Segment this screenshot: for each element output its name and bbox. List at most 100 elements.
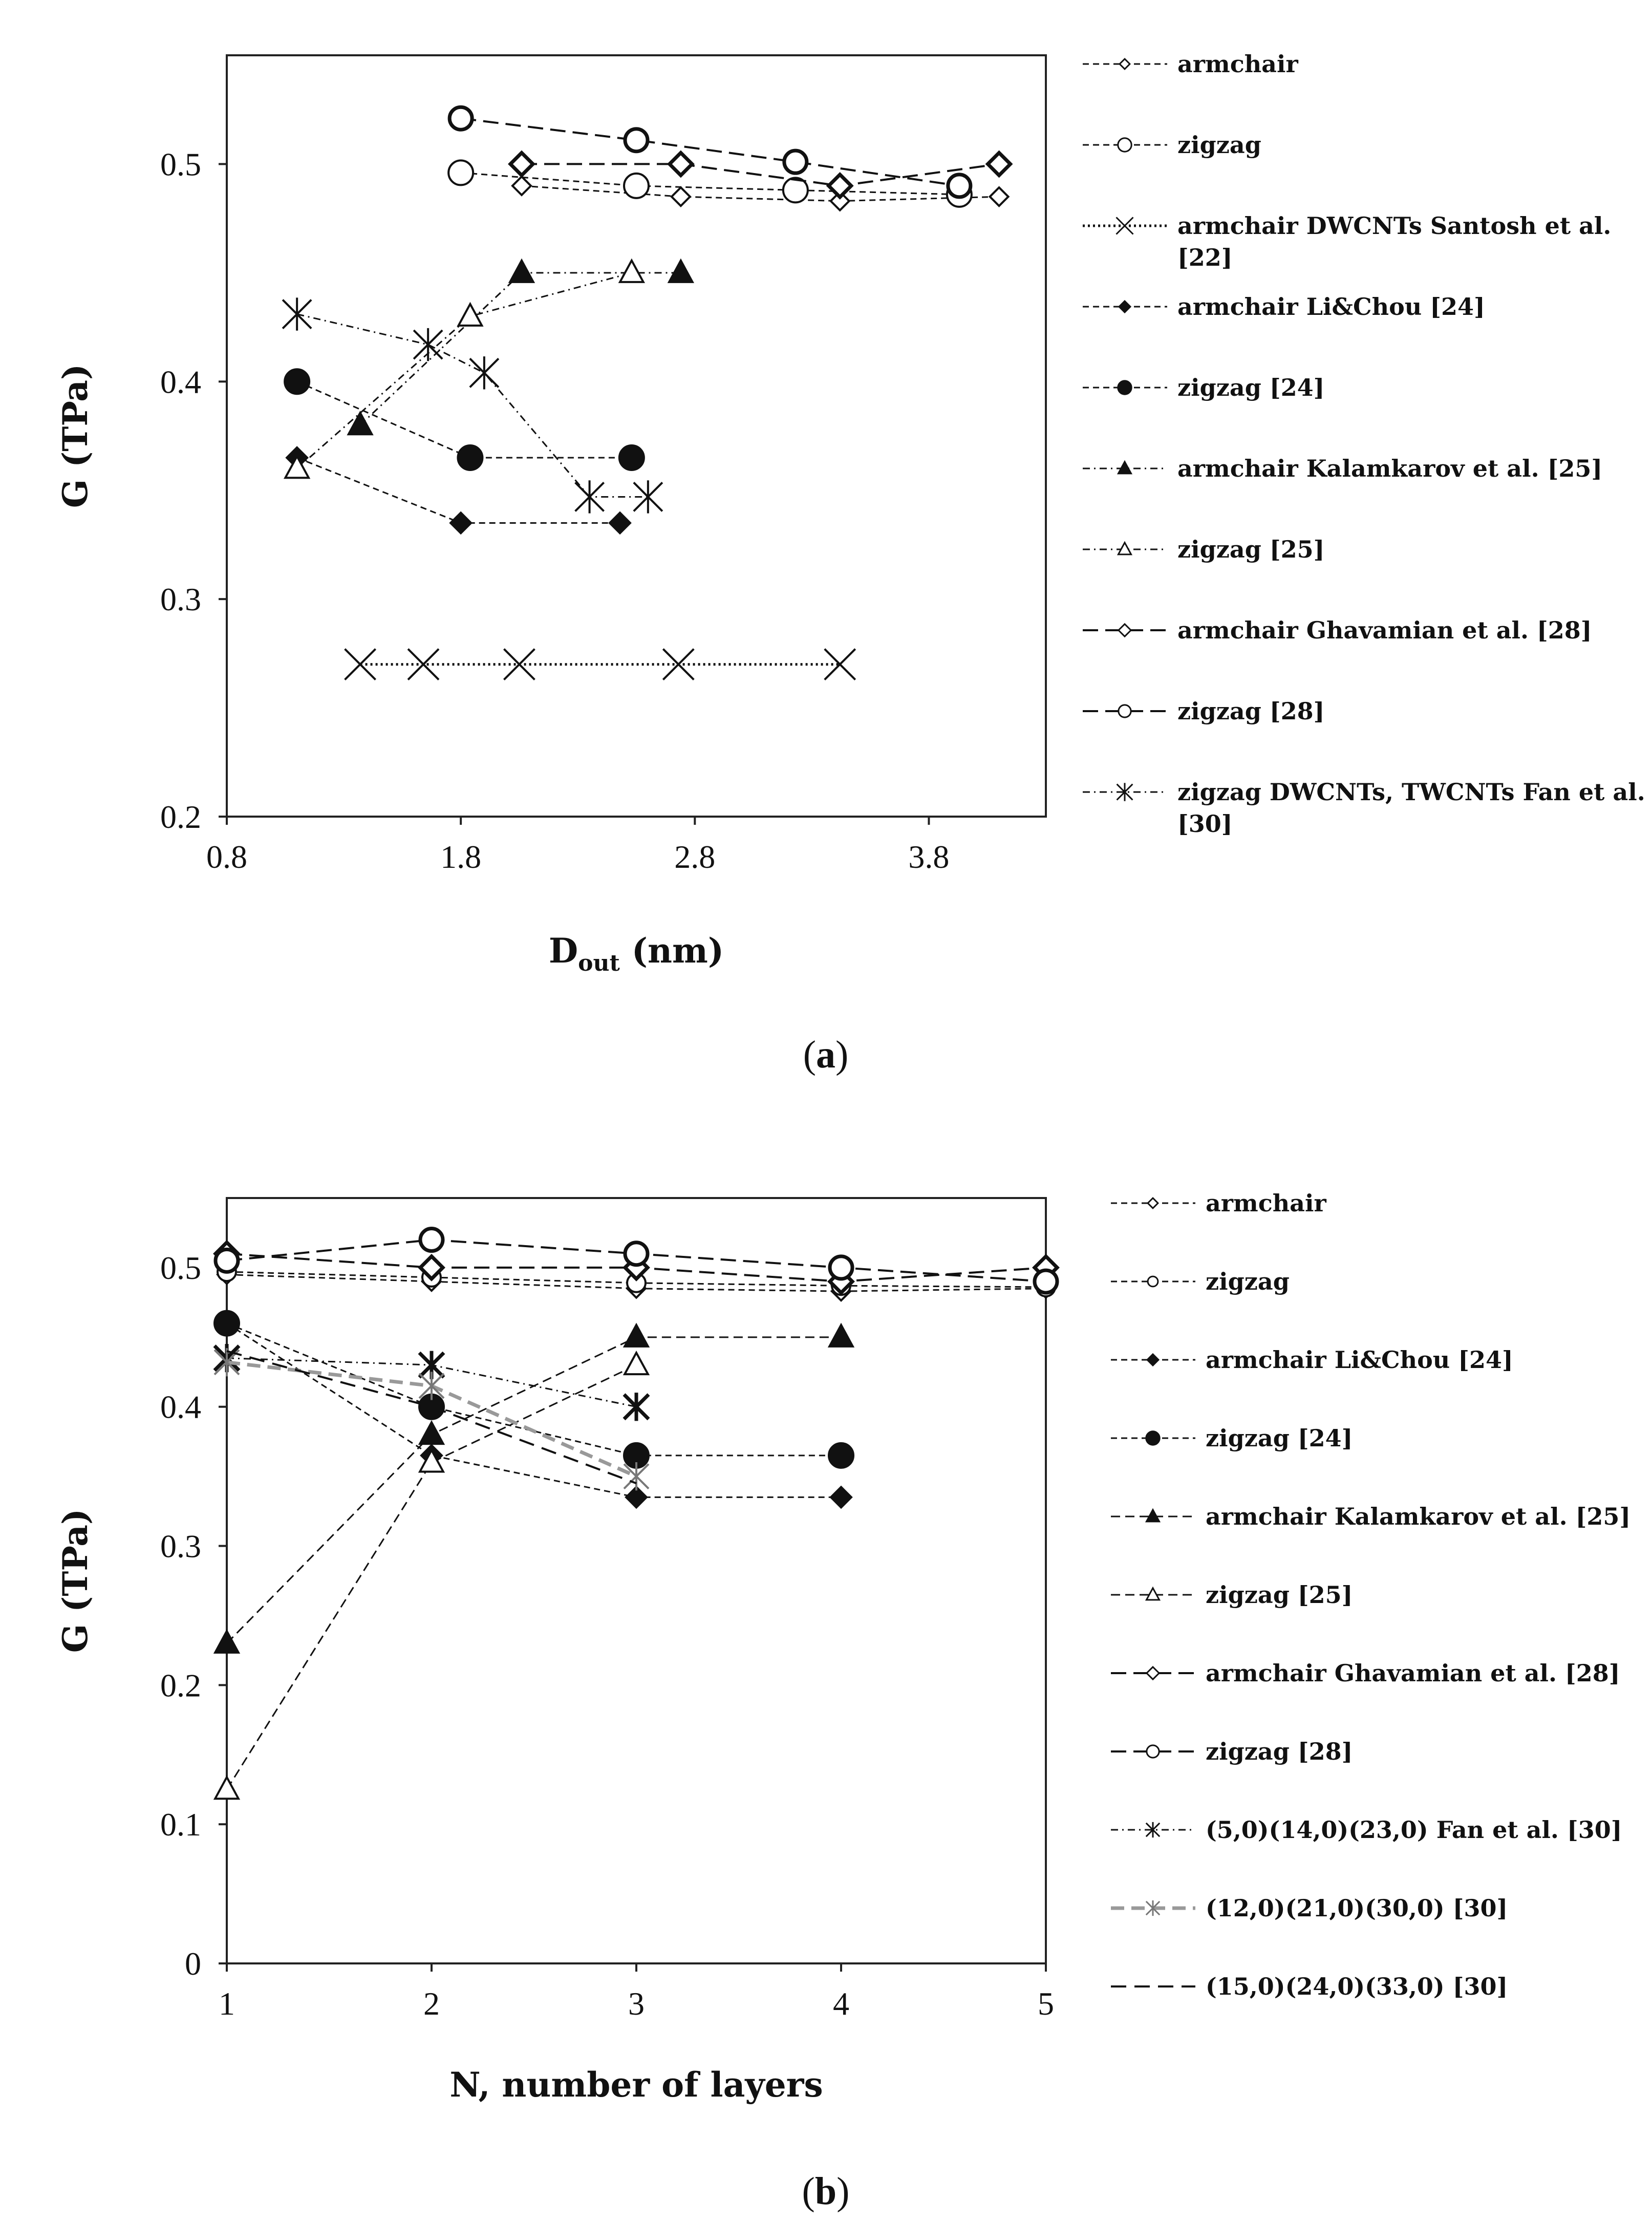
legend-marker <box>1147 1275 1159 1288</box>
legend-item: (5,0)(14,0)(23,0) Fan et al. [30] <box>1111 1816 1622 1844</box>
series-line <box>296 272 632 469</box>
series-4 <box>284 368 645 471</box>
legend-marker <box>1145 1430 1161 1446</box>
data-point <box>826 172 854 200</box>
legend-label: zigzag [25] <box>1177 536 1324 563</box>
legend-label: (12,0)(21,0)(30,0) [30] <box>1206 1894 1508 1922</box>
data-point <box>828 1442 854 1469</box>
caption-paren-close: ) <box>836 2170 849 2213</box>
data-point <box>623 1241 650 1267</box>
legend-item: armchair Li&Chou [24] <box>1083 293 1485 320</box>
series-line <box>226 1322 841 1498</box>
legend-item: (12,0)(21,0)(30,0) [30] <box>1111 1894 1508 1922</box>
data-point <box>667 258 695 283</box>
data-point <box>283 454 311 479</box>
legend-label: zigzag [25] <box>1206 1581 1353 1609</box>
x-axis-label: Dout (nm) <box>549 931 724 976</box>
data-point <box>667 150 695 178</box>
y-tick-label: 0.3 <box>160 1528 201 1565</box>
y-tick-label: 0.1 <box>160 1806 201 1843</box>
series-line <box>226 1336 841 1644</box>
x-tick-label: 3 <box>628 1985 645 2022</box>
data-point <box>782 148 809 175</box>
legend-marker <box>1118 300 1132 314</box>
data-point <box>618 444 645 471</box>
legend-marker <box>1145 1665 1161 1681</box>
x-axis-label-subscript: out <box>578 950 620 976</box>
legend-marker <box>1118 704 1132 718</box>
series-6 <box>283 258 646 479</box>
legend-item: armchair Kalamkarov et al. [25] <box>1083 455 1602 482</box>
x-tick-label: 3.8 <box>908 839 949 875</box>
legend-item: zigzag [28] <box>1083 697 1324 725</box>
legend-label: zigzag DWCNTs, TWCNTs Fan et al. <box>1177 778 1645 806</box>
x-tick-label: 1.8 <box>440 839 481 875</box>
legend-item: armchair Kalamkarov et al. [25] <box>1111 1503 1630 1530</box>
legend-marker <box>1115 217 1134 235</box>
legend-label: (15,0)(24,0)(33,0) [30] <box>1206 1973 1508 2000</box>
data-point <box>282 297 312 331</box>
y-tick-label: 0 <box>185 1946 201 1982</box>
x-axis-label: N, number of layers <box>449 2065 823 2105</box>
series-5 <box>213 1350 650 1800</box>
legend-marker <box>1145 1900 1161 1916</box>
series-line <box>296 457 620 524</box>
legend-label: armchair <box>1177 50 1298 78</box>
legend-item: zigzag [25] <box>1111 1581 1353 1609</box>
legend-item: armchair Ghavamian et al. [28] <box>1111 1659 1620 1687</box>
legend-item: armchair Li&Chou [24] <box>1111 1346 1513 1374</box>
legend-item: zigzag [24] <box>1111 1424 1353 1452</box>
legend-label: zigzag [28] <box>1206 1738 1353 1765</box>
x-axis-label-main: D <box>549 931 578 971</box>
y-axis-label: G (TPa) <box>55 1509 95 1653</box>
data-point <box>827 1322 855 1348</box>
data-point <box>623 1462 650 1491</box>
legend-marker <box>1117 137 1132 153</box>
legend-label: zigzag <box>1177 131 1261 159</box>
legend-item: (15,0)(24,0)(33,0) [30] <box>1111 1973 1508 2000</box>
x-tick-label: 0.8 <box>206 839 247 875</box>
data-point <box>828 1254 854 1281</box>
data-point <box>623 127 650 154</box>
x-tick-label: 1 <box>219 1985 235 2022</box>
legend-item: zigzag DWCNTs, TWCNTs Fan et al. [30] <box>1083 778 1645 838</box>
data-point <box>988 186 1010 207</box>
data-point <box>662 648 695 681</box>
data-point <box>344 648 376 681</box>
legend-label: armchair Kalamkarov et al. [25] <box>1206 1503 1630 1530</box>
data-point <box>508 258 535 283</box>
series-line <box>226 1322 841 1457</box>
series-7 <box>508 150 1013 200</box>
legend-item: armchair Ghavamian et al. [28] <box>1083 616 1592 644</box>
legend-label: armchair Ghavamian et al. [28] <box>1206 1659 1620 1687</box>
caption-paren-close: ) <box>835 1033 848 1076</box>
series-line <box>461 172 959 196</box>
series-2 <box>344 648 856 681</box>
legend-label: zigzag <box>1206 1268 1290 1295</box>
data-point <box>985 150 1013 178</box>
series-4 <box>213 1322 855 1654</box>
x-tick-label: 2 <box>423 1985 440 2022</box>
y-tick-label: 0.2 <box>160 1667 201 1703</box>
y-tick-label: 0.2 <box>160 799 201 835</box>
data-point <box>503 648 535 681</box>
series-5 <box>347 258 695 436</box>
legend-item: zigzag <box>1083 131 1261 159</box>
data-point <box>213 1775 241 1800</box>
legend-label: armchair Li&Chou [24] <box>1177 293 1485 320</box>
caption-paren-open: ( <box>802 2170 815 2213</box>
legend-label: [30] <box>1177 810 1233 838</box>
data-point <box>618 258 646 283</box>
legend-label: (5,0)(14,0)(23,0) Fan et al. [30] <box>1206 1816 1622 1844</box>
data-point <box>623 1322 650 1348</box>
data-point <box>418 1420 445 1445</box>
data-point <box>623 1393 650 1421</box>
y-tick-label: 0.5 <box>160 1250 201 1286</box>
legend-marker <box>1118 57 1131 71</box>
legend-marker <box>1117 460 1133 475</box>
data-point <box>457 302 484 327</box>
legend-marker <box>1117 541 1133 555</box>
figure-caption: (b) <box>802 2170 850 2213</box>
series-7 <box>213 1227 1059 1295</box>
